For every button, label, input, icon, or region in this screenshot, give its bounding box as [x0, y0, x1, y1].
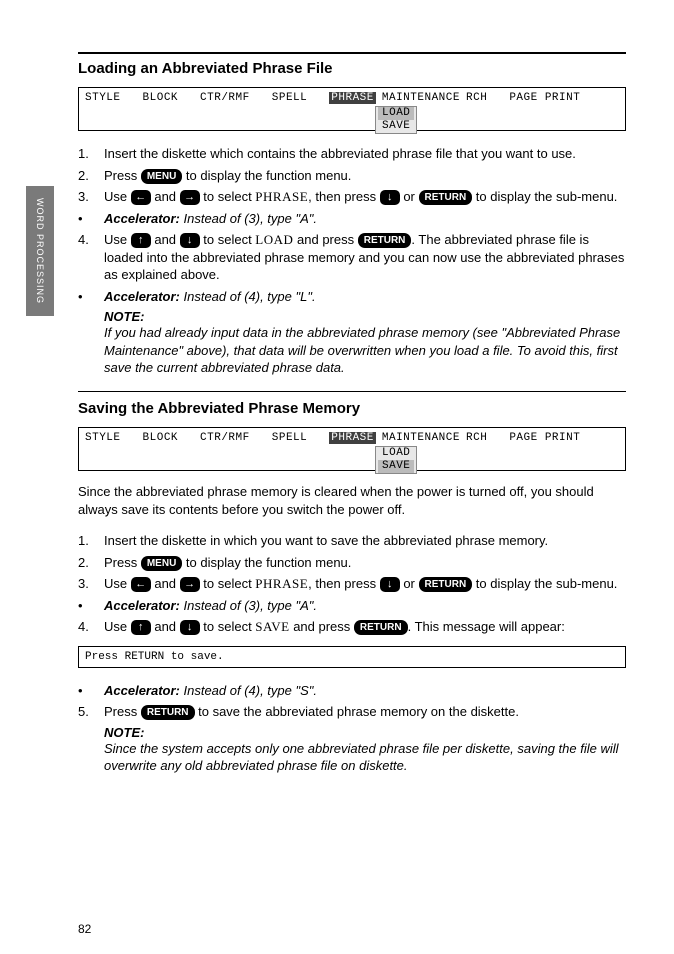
note-body: Since the system accepts only one abbrev… [104, 740, 626, 775]
down-arrow-key-icon: ↓ [180, 620, 200, 635]
menu-item: RCH [466, 92, 487, 104]
dropdown-item: SAVE [378, 120, 414, 133]
down-arrow-key-icon: ↓ [380, 190, 400, 205]
dropdown-item-selected: SAVE [378, 460, 414, 473]
intro-para: Since the abbreviated phrase memory is c… [78, 483, 626, 518]
return-key-icon: RETURN [419, 577, 473, 592]
up-arrow-key-icon: ↑ [131, 620, 151, 635]
rule [78, 391, 626, 392]
accelerator-text: Accelerator: Instead of (3), type "A". [104, 210, 626, 228]
return-key-icon: RETURN [419, 190, 473, 205]
steps-2: 1.Insert the diskette in which you want … [78, 532, 626, 636]
accelerator-text: Accelerator: Instead of (4), type "S". [104, 682, 626, 700]
menu-item: PAGE PRINT [509, 92, 580, 104]
dropdown-1: LOAD SAVE [375, 106, 417, 134]
note-body: If you had already input data in the abb… [104, 324, 626, 377]
step-text: Use ← and → to select PHRASE, then press… [104, 188, 626, 206]
menu-item: BLOCK [143, 432, 179, 444]
section2-heading: Saving the Abbreviated Phrase Memory [78, 400, 626, 417]
menubar-1: STYLE BLOCK CTR/RMF SPELL PHRASE MAINTEN… [78, 87, 626, 131]
menu-item-highlighted: PHRASE [329, 432, 376, 444]
menu-item: MAINTENANCE [382, 92, 460, 104]
accelerator-text: Accelerator: Instead of (3), type "A". [104, 597, 626, 615]
message-box: Press RETURN to save. [78, 646, 626, 668]
step-text: Press RETURN to save the abbreviated phr… [104, 703, 626, 721]
accelerator-text: Accelerator: Instead of (4), type "L". [104, 288, 626, 306]
menu-item: STYLE [85, 432, 121, 444]
rule [78, 52, 626, 54]
menu-item: MAINTENANCE [382, 432, 460, 444]
section1-heading: Loading an Abbreviated Phrase File [78, 60, 626, 77]
side-tab: WORD PROCESSING [26, 186, 54, 316]
up-arrow-key-icon: ↑ [131, 233, 151, 248]
note-label: NOTE: [104, 725, 626, 740]
menu-item: SPELL [272, 92, 308, 104]
menubar-2: STYLE BLOCK CTR/RMF SPELL PHRASE MAINTEN… [78, 427, 626, 471]
note-label: NOTE: [104, 309, 626, 324]
menu-item: PAGE PRINT [509, 432, 580, 444]
down-arrow-key-icon: ↓ [380, 577, 400, 592]
menu-item: STYLE [85, 92, 121, 104]
dropdown-item: LOAD [378, 447, 414, 460]
menu-key-icon: MENU [141, 556, 182, 571]
menu-item: CTR/RMF [200, 92, 250, 104]
step-text: Press MENU to display the function menu. [104, 554, 626, 572]
menu-item: BLOCK [143, 92, 179, 104]
right-arrow-key-icon: → [180, 190, 200, 205]
right-arrow-key-icon: → [180, 577, 200, 592]
step-text: Insert the diskette in which you want to… [104, 532, 626, 550]
steps-1: 1.Insert the diskette which contains the… [78, 145, 626, 305]
menu-key-icon: MENU [141, 169, 182, 184]
down-arrow-key-icon: ↓ [180, 233, 200, 248]
step-text: Use ↑ and ↓ to select LOAD and press RET… [104, 231, 626, 284]
left-arrow-key-icon: ← [131, 190, 151, 205]
dropdown-2: LOAD SAVE [375, 446, 417, 474]
return-key-icon: RETURN [358, 233, 412, 248]
step-text: Press MENU to display the function menu. [104, 167, 626, 185]
menu-item: SPELL [272, 432, 308, 444]
menu-item: CTR/RMF [200, 432, 250, 444]
left-arrow-key-icon: ← [131, 577, 151, 592]
page-number: 82 [78, 922, 91, 936]
step-text: Insert the diskette which contains the a… [104, 145, 626, 163]
step-text: Use ↑ and ↓ to select SAVE and press RET… [104, 618, 626, 636]
step-text: Use ← and → to select PHRASE, then press… [104, 575, 626, 593]
menu-item: RCH [466, 432, 487, 444]
return-key-icon: RETURN [354, 620, 408, 635]
steps-2b: •Accelerator: Instead of (4), type "S". … [78, 682, 626, 721]
dropdown-item-selected: LOAD [378, 107, 414, 120]
menu-item-highlighted: PHRASE [329, 92, 376, 104]
return-key-icon: RETURN [141, 705, 195, 720]
